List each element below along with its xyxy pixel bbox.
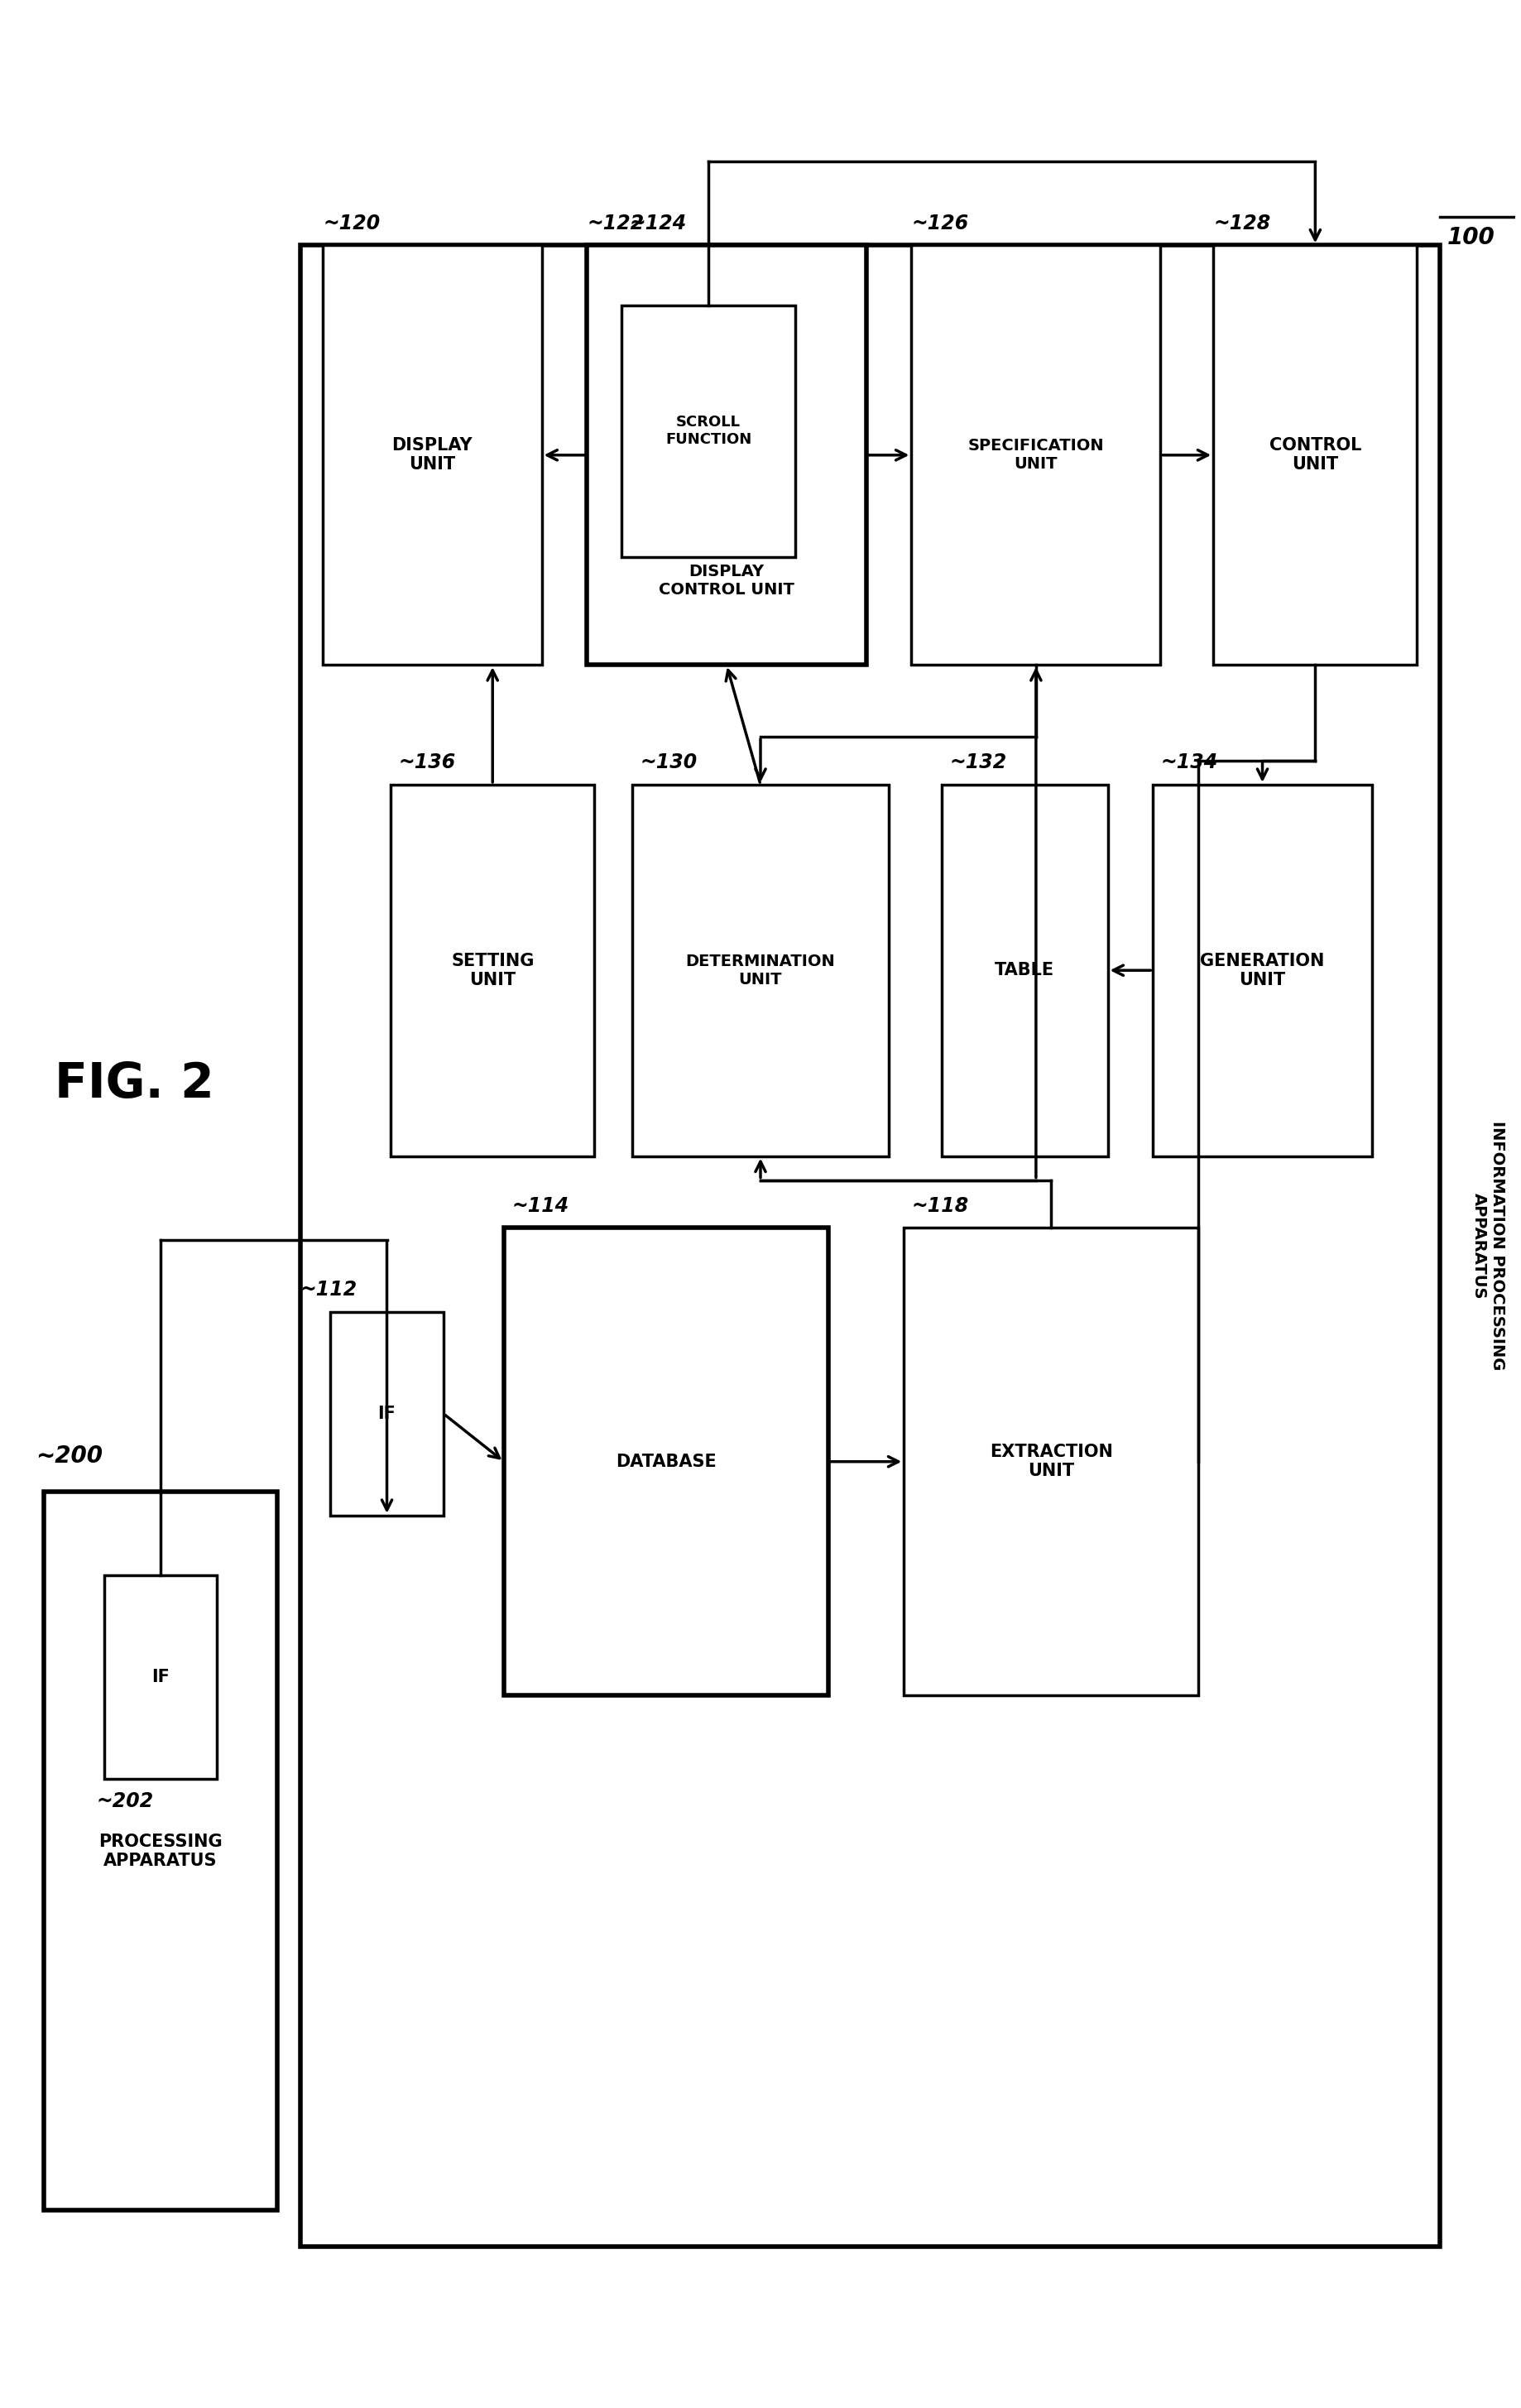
Text: IF: IF — [152, 1669, 169, 1686]
FancyBboxPatch shape — [911, 246, 1161, 665]
FancyBboxPatch shape — [941, 785, 1107, 1156]
Text: IF: IF — [377, 1406, 395, 1423]
FancyBboxPatch shape — [330, 1312, 444, 1515]
Text: ~132: ~132 — [949, 754, 1007, 773]
Text: ~130: ~130 — [640, 754, 697, 773]
Text: FIG. 2: FIG. 2 — [55, 1060, 214, 1108]
FancyBboxPatch shape — [633, 785, 888, 1156]
Text: TABLE: TABLE — [995, 963, 1054, 978]
FancyBboxPatch shape — [391, 785, 595, 1156]
Text: EXTRACTION
UNIT: EXTRACTION UNIT — [990, 1445, 1113, 1479]
Text: 100: 100 — [1448, 226, 1495, 250]
Text: ~200: ~200 — [37, 1445, 103, 1466]
FancyBboxPatch shape — [503, 1228, 829, 1695]
Text: ~128: ~128 — [1214, 214, 1270, 234]
Text: ~120: ~120 — [322, 214, 380, 234]
Text: SPECIFICATION
UNIT: SPECIFICATION UNIT — [967, 438, 1104, 472]
FancyBboxPatch shape — [903, 1228, 1199, 1695]
Text: PROCESSING
APPARATUS: PROCESSING APPARATUS — [99, 1832, 222, 1869]
Text: ~134: ~134 — [1161, 754, 1218, 773]
FancyBboxPatch shape — [322, 246, 541, 665]
FancyBboxPatch shape — [1214, 246, 1418, 665]
Text: INFORMATION PROCESSING
APPARATUS: INFORMATION PROCESSING APPARATUS — [1471, 1122, 1506, 1370]
Text: ~136: ~136 — [399, 754, 455, 773]
FancyBboxPatch shape — [44, 1491, 277, 2211]
FancyBboxPatch shape — [587, 246, 865, 665]
FancyBboxPatch shape — [300, 246, 1440, 2247]
Text: DETERMINATION
UNIT: DETERMINATION UNIT — [686, 954, 835, 987]
Text: ~202: ~202 — [96, 1792, 154, 1811]
Text: SCROLL
FUNCTION: SCROLL FUNCTION — [665, 414, 751, 448]
Text: ~112: ~112 — [300, 1281, 357, 1300]
FancyBboxPatch shape — [622, 306, 795, 556]
Text: DISPLAY
UNIT: DISPLAY UNIT — [392, 438, 473, 472]
Text: ~124: ~124 — [630, 214, 686, 234]
Text: DATABASE: DATABASE — [616, 1454, 716, 1469]
Text: ~122: ~122 — [587, 214, 645, 234]
Text: ~126: ~126 — [911, 214, 969, 234]
FancyBboxPatch shape — [103, 1575, 218, 1780]
Text: DISPLAY
CONTROL UNIT: DISPLAY CONTROL UNIT — [659, 563, 794, 597]
Text: SETTING
UNIT: SETTING UNIT — [452, 954, 534, 987]
Text: GENERATION
UNIT: GENERATION UNIT — [1200, 954, 1325, 987]
Text: CONTROL
UNIT: CONTROL UNIT — [1269, 438, 1361, 472]
Text: ~118: ~118 — [911, 1197, 969, 1216]
FancyBboxPatch shape — [1153, 785, 1372, 1156]
Text: ~114: ~114 — [511, 1197, 569, 1216]
